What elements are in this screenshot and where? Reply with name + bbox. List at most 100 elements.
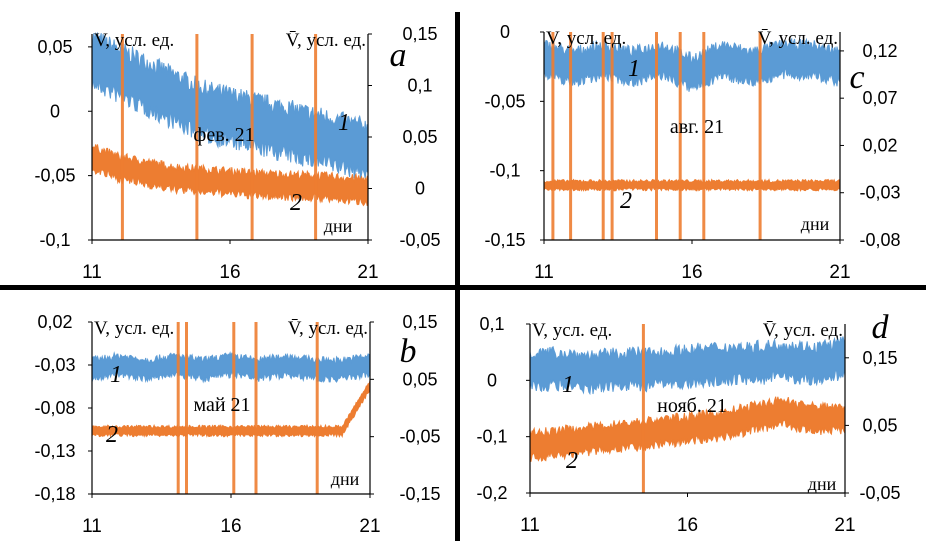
month-label: фев. 21 <box>193 124 254 146</box>
right-tick-label: -0,03 <box>859 183 900 203</box>
left-axis-title: V, усл. ед. <box>546 28 626 49</box>
series-1-label: 1 <box>110 362 122 388</box>
x-tick-label: 21 <box>359 516 380 537</box>
x-tick-label: 11 <box>534 262 554 283</box>
x-tick-label: 16 <box>681 262 702 283</box>
horizontal-divider <box>0 285 926 290</box>
spike-1 <box>195 34 199 240</box>
left-axis-title: V, усл. ед. <box>94 318 174 339</box>
x-tick-label: 11 <box>520 515 540 536</box>
x-tick-label: 21 <box>834 515 855 536</box>
left-tick-label: -0,2 <box>476 483 507 503</box>
spike-5 <box>678 32 682 240</box>
series-1-label: 1 <box>628 56 640 82</box>
right-tick-label: 0 <box>415 179 425 199</box>
left-axis-title: V, усл. ед. <box>532 320 612 341</box>
right-tick-label: 0,07 <box>862 88 897 108</box>
right-tick-label: 0,05 <box>862 415 897 435</box>
left-tick-label: -0,08 <box>34 398 75 418</box>
right-tick-label: 0,15 <box>402 312 437 332</box>
right-tick-label: 0,15 <box>862 348 897 368</box>
right-tick-label: 0,15 <box>402 24 437 44</box>
left-tick-label: -0,05 <box>484 91 525 111</box>
spike-6 <box>702 32 706 240</box>
x-axis-title: дни <box>331 469 360 489</box>
spike-0 <box>176 322 180 494</box>
series-2-label: 2 <box>106 422 118 448</box>
panel-letter: b <box>400 333 417 370</box>
spike-1 <box>185 322 188 494</box>
month-label: май 21 <box>193 394 250 416</box>
spike-7 <box>758 32 762 240</box>
spike-0 <box>120 34 124 240</box>
panel-letter: c <box>849 59 864 96</box>
series-1-label: 1 <box>338 110 350 136</box>
x-tick-label: 11 <box>82 262 102 283</box>
series-2-label: 2 <box>566 448 578 474</box>
right-axis-title: V̄, усл. ед. <box>763 320 843 341</box>
left-axis-title: V, усл. ед. <box>94 30 174 51</box>
spike-0 <box>551 32 555 240</box>
spike-3 <box>610 32 614 240</box>
panel-b: 0,02 -0,03 -0,08 -0,13 -0,18 0,15 0,05 -0,05 -0,… <box>34 312 440 537</box>
left-tick-label: -0,13 <box>34 441 75 461</box>
right-tick-label: -0,08 <box>859 230 900 250</box>
x-tick-label: 16 <box>677 515 698 536</box>
series-2-label: 2 <box>620 188 632 214</box>
left-tick-label: -0,15 <box>484 230 525 250</box>
series-1-band <box>91 351 371 384</box>
right-tick-label: 0,05 <box>402 127 437 147</box>
x-tick-label: 21 <box>829 262 850 283</box>
left-tick-label: 0,05 <box>37 37 72 57</box>
spike-1 <box>569 32 573 240</box>
left-tick-label: -0,1 <box>489 161 520 181</box>
left-tick-label: 0,02 <box>37 312 72 332</box>
left-tick-label: -0,18 <box>34 484 75 504</box>
x-axis-title: дни <box>324 216 353 236</box>
vertical-divider <box>455 12 460 541</box>
x-tick-label: 21 <box>357 262 378 283</box>
spike-4 <box>655 32 658 240</box>
spike-0 <box>641 324 645 493</box>
x-tick-label: 11 <box>82 516 102 537</box>
right-tick-label: 0,12 <box>862 41 897 61</box>
panel-letter: d <box>872 309 890 346</box>
right-axis-title: V̄, усл. ед. <box>286 30 366 51</box>
panel-letter: a <box>390 37 407 74</box>
month-label: нояб. 21 <box>657 395 727 417</box>
spike-3 <box>254 322 258 494</box>
left-tick-label: -0,1 <box>39 230 70 250</box>
right-axis-title: V̄, усл. ед. <box>288 318 368 339</box>
x-tick-label: 16 <box>220 516 241 537</box>
left-tick-label: 0,1 <box>479 314 504 334</box>
spike-2 <box>232 322 236 494</box>
spike-2 <box>601 32 605 240</box>
right-axis-title: V̄, усл. ед. <box>758 28 838 49</box>
right-tick-label: 0,02 <box>862 135 897 155</box>
x-tick-label: 16 <box>219 262 240 283</box>
left-tick-label: 0 <box>50 101 60 121</box>
x-axis-title: дни <box>801 214 830 234</box>
series-1-label: 1 <box>562 372 574 398</box>
right-tick-label: -0,15 <box>399 484 440 504</box>
month-label: авг. 21 <box>670 116 724 138</box>
right-tick-label: 0,05 <box>402 369 437 389</box>
left-tick-label: -0,05 <box>34 166 75 186</box>
series-1-band <box>529 336 846 396</box>
right-tick-label: -0,05 <box>859 483 900 503</box>
left-tick-label: 0 <box>487 370 497 390</box>
right-tick-label: -0,05 <box>399 427 440 447</box>
left-tick-label: 0 <box>500 22 510 42</box>
series-2-band <box>543 178 841 192</box>
spike-4 <box>315 322 319 494</box>
left-tick-label: -0,1 <box>476 427 507 447</box>
spike-2 <box>250 34 254 240</box>
series-2-label: 2 <box>290 190 302 216</box>
left-tick-label: -0,03 <box>34 355 75 375</box>
right-tick-label: 0,1 <box>407 76 432 96</box>
